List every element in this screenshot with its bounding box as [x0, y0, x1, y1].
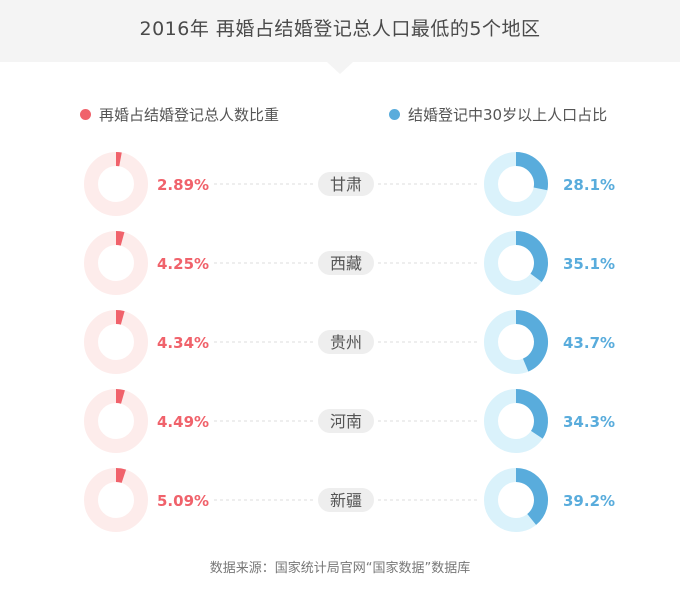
remarriage-value-label: 4.49% [157, 413, 209, 431]
over30-donut-slice [515, 152, 548, 191]
legend-remarriage: 再婚占结婚登记总人数比重 [80, 104, 279, 125]
remarriage-value-label: 4.34% [157, 334, 209, 352]
over30-value-label: 35.1% [563, 255, 615, 273]
over30-donut-slice [515, 231, 548, 282]
over30-value-label: 28.1% [563, 176, 615, 194]
region-pill [318, 488, 374, 512]
over30-donut-slice [515, 389, 548, 439]
remarriage-value-label: 4.25% [157, 255, 209, 273]
region-label: 贵州 [330, 333, 362, 352]
remarriage-donut-track [84, 152, 148, 216]
region-pill [318, 409, 374, 433]
legend-over30-label: 结婚登记中30岁以上人口占比 [408, 106, 608, 124]
legend-over30-marker [389, 109, 400, 120]
title-banner-pointer [327, 62, 353, 74]
title-banner: 2016年 再婚占结婚登记总人口最低的5个地区 [0, 0, 680, 62]
legend-remarriage-marker [80, 109, 91, 120]
region-label: 西藏 [330, 254, 362, 273]
region-pill [318, 330, 374, 354]
region-label: 新疆 [330, 491, 362, 510]
over30-value-label: 39.2% [563, 492, 615, 510]
region-label: 甘肃 [330, 175, 362, 194]
remarriage-donut-track [84, 468, 148, 532]
region-pill [318, 172, 374, 196]
remarriage-value-label: 2.89% [157, 176, 209, 194]
remarriage-donut-slice [115, 468, 127, 483]
region-label: 河南 [330, 412, 362, 431]
remarriage-donut-track [84, 389, 148, 453]
remarriage-donut-slice [115, 231, 125, 246]
remarriage-donut-slice [115, 309, 125, 325]
data-source: 数据来源：国家统计局官网“国家数据”数据库 [209, 561, 471, 576]
remarriage-donut-slice [115, 389, 125, 404]
region-pill [318, 251, 374, 275]
over30-value-label: 43.7% [563, 334, 615, 352]
over30-value-label: 34.3% [563, 413, 615, 431]
remarriage-donut-track [84, 231, 148, 295]
remarriage-value-label: 5.09% [157, 492, 209, 510]
over30-donut-slice [515, 310, 548, 372]
over30-donut-slice [515, 468, 548, 525]
legend-remarriage-label: 再婚占结婚登记总人数比重 [99, 106, 280, 124]
legend-over30: 结婚登记中30岁以上人口占比 [389, 104, 607, 125]
remarriage-donut-track [84, 310, 148, 374]
chart-title: 2016年 再婚占结婚登记总人口最低的5个地区 [139, 18, 541, 40]
